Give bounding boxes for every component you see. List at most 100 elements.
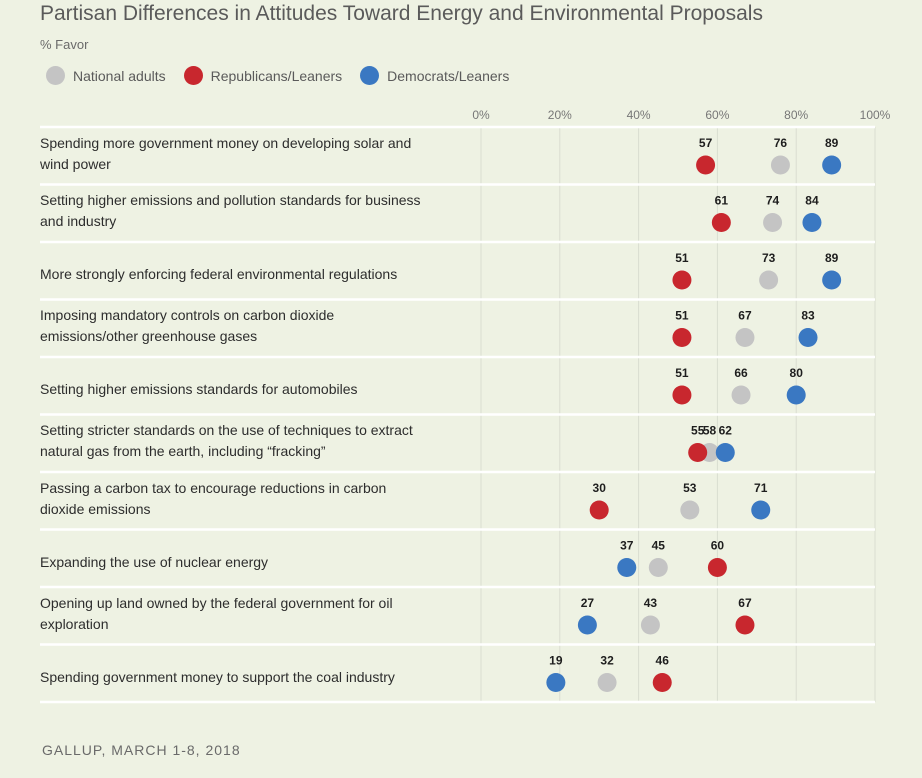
data-label-national: 43: [644, 596, 658, 610]
dot-republicans: [672, 385, 692, 405]
dot-republicans: [688, 443, 708, 462]
row-label-line: exploration: [40, 615, 109, 632]
row-label-line: Spending government money to support the…: [40, 668, 395, 685]
x-tick-label: 20%: [548, 108, 572, 122]
row-label: Passing a carbon tax to encourage reduct…: [40, 478, 460, 520]
data-label-democrats: 62: [719, 424, 733, 438]
x-tick-label: 80%: [784, 108, 808, 122]
row-label-line: emissions/other greenhouse gases: [40, 328, 258, 345]
dot-national: [640, 615, 660, 635]
row-label-line: Passing a carbon tax to encourage reduct…: [40, 479, 387, 496]
dot-national: [735, 328, 755, 347]
dot-national: [648, 558, 668, 577]
chart-subtitle: % Favor: [40, 37, 89, 52]
legend-label-republicans: Republicans/Leaners: [210, 67, 343, 84]
row-label-line: More strongly enforcing federal environm…: [40, 266, 398, 283]
dot-republicans: [589, 500, 609, 520]
row-label-line: natural gas from the earth, including “f…: [40, 443, 326, 460]
dot-national: [597, 673, 617, 692]
x-tick-label: 60%: [705, 108, 729, 122]
legend-item-national: National adults: [46, 66, 166, 85]
dot-democrats: [786, 385, 806, 405]
data-label-republicans: 30: [593, 481, 607, 495]
data-label-republicans: 51: [675, 251, 689, 265]
data-label-democrats: 89: [825, 251, 839, 265]
row-label: Setting higher emissions standards for a…: [40, 379, 460, 400]
data-label-democrats: 37: [620, 539, 634, 553]
dot-republicans: [672, 270, 692, 290]
legend-dot-national: [46, 66, 65, 85]
dot-democrats: [715, 443, 735, 462]
row-label: Opening up land owned by the federal gov…: [40, 593, 460, 635]
data-label-national: 73: [762, 251, 776, 265]
legend-dot-democrats: [360, 66, 380, 85]
row-label-line: Setting higher emissions standards for a…: [40, 381, 358, 398]
data-label-democrats: 19: [549, 654, 563, 668]
dot-republicans: [735, 615, 755, 635]
data-label-national: 32: [600, 654, 614, 668]
row-label-line: Spending more government money on develo…: [40, 134, 412, 151]
legend-label-democrats: Democrats/Leaners: [387, 67, 510, 84]
x-tick-label: 100%: [860, 108, 891, 122]
dot-democrats: [822, 155, 842, 175]
data-label-republicans: 46: [656, 654, 670, 668]
row-label: More strongly enforcing federal environm…: [40, 264, 460, 285]
dot-democrats: [751, 500, 771, 520]
row-label-line: Setting higher emissions and pollution s…: [40, 192, 421, 209]
data-label-republicans: 61: [715, 194, 729, 208]
data-label-national: 45: [652, 539, 666, 553]
dot-national: [731, 385, 751, 405]
source-note: GALLUP, MARCH 1-8, 2018: [42, 742, 241, 758]
row-label-line: and industry: [40, 213, 117, 230]
dot-national: [759, 270, 779, 290]
dot-republicans: [711, 213, 731, 232]
dot-national: [763, 213, 783, 232]
dot-national: [680, 500, 700, 520]
dot-republicans: [672, 328, 692, 347]
dot-republicans: [696, 155, 716, 175]
row-label: Spending government money to support the…: [40, 667, 460, 688]
dot-democrats: [798, 328, 818, 347]
dot-republicans: [652, 673, 672, 692]
dot-democrats: [546, 673, 566, 692]
data-label-democrats: 80: [790, 366, 804, 380]
dot-democrats: [617, 558, 637, 577]
row-label: Imposing mandatory controls on carbon di…: [40, 305, 460, 347]
data-label-national: 67: [738, 309, 752, 323]
legend: National adults Republicans/Leaners Demo…: [46, 66, 527, 85]
data-label-national: 66: [734, 366, 748, 380]
data-label-republicans: 51: [675, 309, 689, 323]
dot-plot-chart: 0% 20% 40% 60% 80% 100% 76 57 89 74 61 84 73 51 89 67 51…: [40, 108, 891, 704]
data-label-democrats: 71: [754, 481, 768, 495]
row-label: Spending more government money on develo…: [40, 133, 460, 175]
row-label-line: Expanding the use of nuclear energy: [40, 553, 269, 570]
data-label-national: 76: [774, 136, 788, 150]
data-label-republicans: 51: [675, 366, 689, 380]
dot-democrats: [577, 615, 597, 635]
row-label: Setting higher emissions and pollution s…: [40, 190, 460, 232]
dot-democrats: [822, 270, 842, 290]
row-label-line: Setting stricter standards on the use of…: [40, 422, 413, 439]
data-label-national: 58: [703, 424, 717, 438]
data-label-republicans: 57: [699, 136, 713, 150]
row-label-line: Imposing mandatory controls on carbon di…: [40, 307, 335, 324]
chart-title: Partisan Differences in Attitudes Toward…: [40, 2, 763, 25]
row-label: Expanding the use of nuclear energy: [40, 552, 460, 573]
legend-label-national: National adults: [73, 67, 166, 84]
row-label-line: dioxide emissions: [40, 500, 151, 517]
x-tick-label: 0%: [472, 108, 490, 122]
legend-dot-republicans: [183, 66, 203, 85]
data-label-democrats: 83: [801, 309, 815, 323]
data-label-democrats: 89: [825, 136, 839, 150]
data-label-democrats: 84: [805, 194, 819, 208]
data-label-democrats: 27: [581, 596, 595, 610]
dot-democrats: [802, 213, 822, 232]
row-label-line: Opening up land owned by the federal gov…: [40, 594, 393, 611]
dot-republicans: [707, 558, 727, 577]
legend-item-democrats: Democrats/Leaners: [360, 66, 509, 85]
legend-item-republicans: Republicans/Leaners: [183, 66, 343, 85]
data-label-republicans: 60: [711, 539, 725, 553]
row-label-line: wind power: [40, 155, 111, 172]
dot-national: [770, 155, 790, 175]
data-label-republicans: 67: [738, 596, 752, 610]
